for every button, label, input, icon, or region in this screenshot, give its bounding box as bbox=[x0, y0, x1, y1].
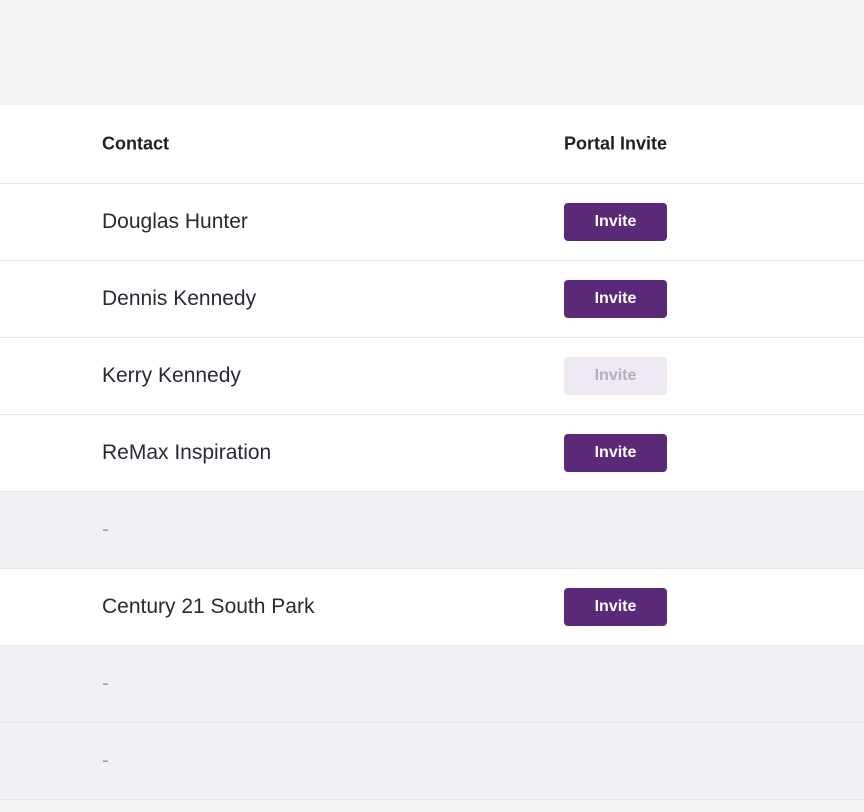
table-row-empty: - bbox=[0, 492, 864, 569]
empty-contact-placeholder: - bbox=[102, 749, 109, 772]
invite-button[interactable]: Invite bbox=[564, 434, 667, 472]
empty-contact-placeholder: - bbox=[102, 672, 109, 695]
contact-name: ReMax Inspiration bbox=[102, 441, 272, 464]
table-row: Kerry Kennedy Invite bbox=[0, 338, 864, 415]
contacts-table: Contact Portal Invite Douglas Hunter Inv… bbox=[0, 105, 864, 800]
table-row-empty: - bbox=[0, 646, 864, 723]
contact-name: Century 21 South Park bbox=[102, 595, 315, 618]
table-row: Douglas Hunter Invite bbox=[0, 184, 864, 261]
table-row: Dennis Kennedy Invite bbox=[0, 261, 864, 338]
page-top-band bbox=[0, 0, 864, 105]
contact-name: Douglas Hunter bbox=[102, 210, 248, 233]
invite-button[interactable]: Invite bbox=[564, 588, 667, 626]
table-header-row: Contact Portal Invite bbox=[0, 105, 864, 184]
table-row: Century 21 South Park Invite bbox=[0, 569, 864, 646]
portal-invite-column-header: Portal Invite bbox=[564, 133, 668, 154]
contact-name: Kerry Kennedy bbox=[102, 364, 241, 387]
invite-button[interactable]: Invite bbox=[564, 280, 667, 318]
invite-button[interactable]: Invite bbox=[564, 203, 667, 241]
contact-name: Dennis Kennedy bbox=[102, 287, 257, 310]
table-row: ReMax Inspiration Invite bbox=[0, 415, 864, 492]
table-row-empty: - bbox=[0, 723, 864, 800]
contact-column-header: Contact bbox=[102, 133, 169, 154]
invite-button-disabled: Invite bbox=[564, 357, 667, 395]
empty-contact-placeholder: - bbox=[102, 518, 109, 541]
